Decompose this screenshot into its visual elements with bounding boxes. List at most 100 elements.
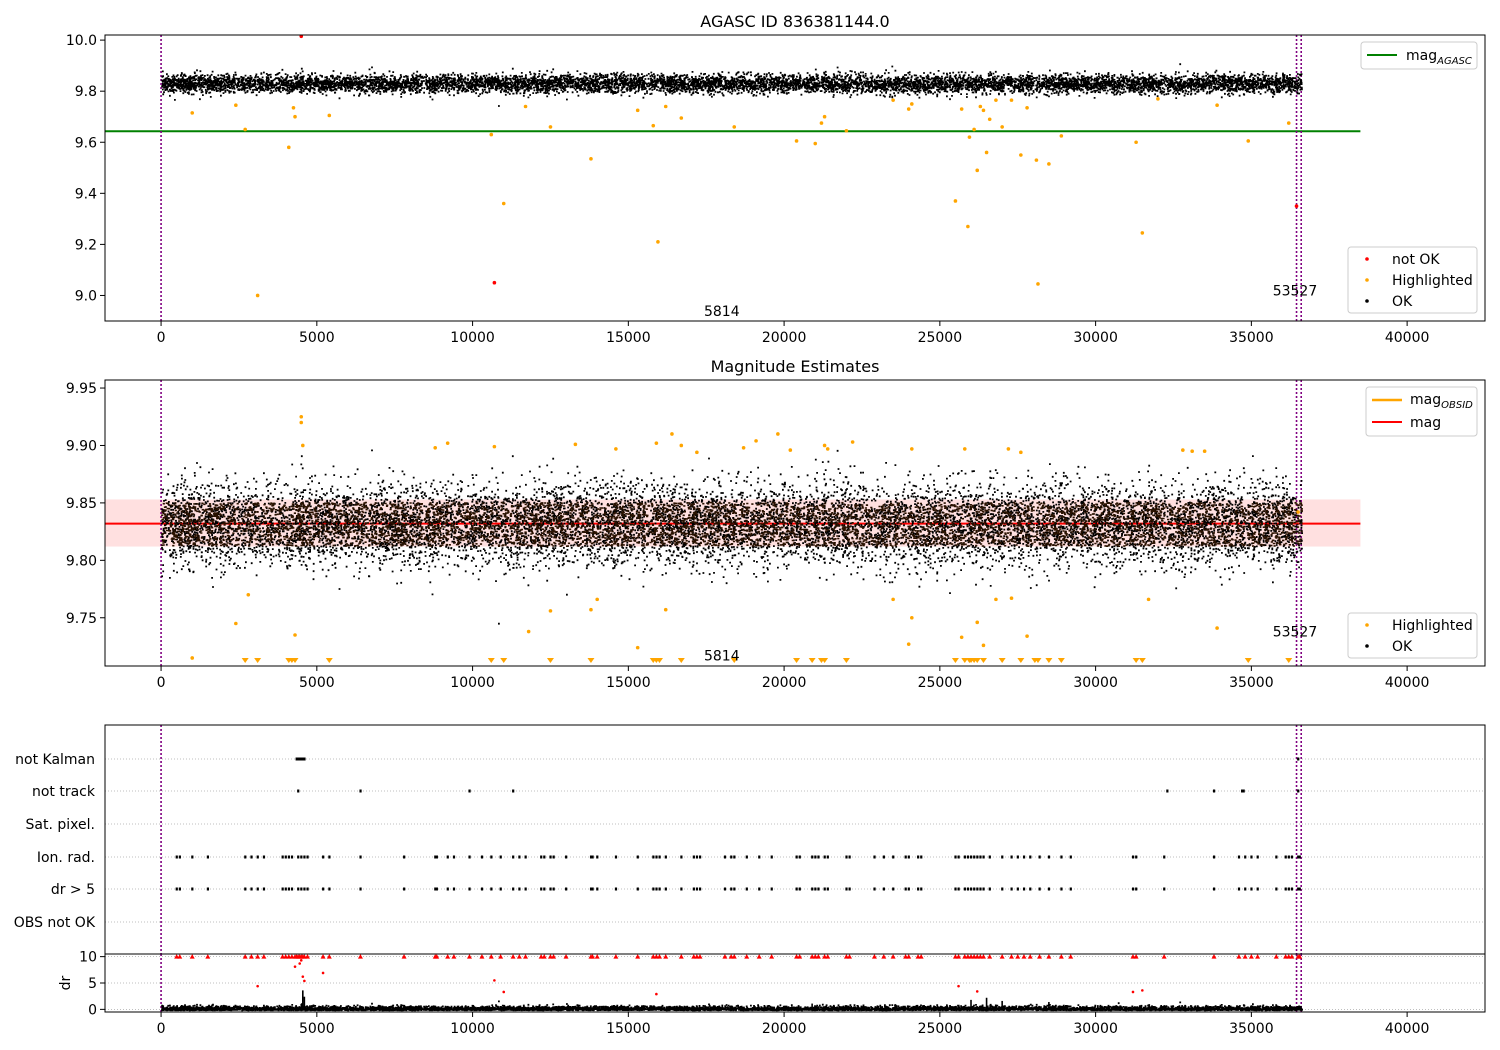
annotation-right-id: 53527 [1273, 625, 1318, 641]
y-tick-label-0: 0 [88, 1002, 97, 1018]
flag-point-4-61 [826, 887, 829, 891]
legend-bottom: Highlighted OK [1347, 612, 1478, 659]
flag-point-3-26 [490, 855, 493, 859]
highlighted-point-14 [651, 123, 656, 128]
flag-point-4-46 [692, 887, 695, 891]
out-of-range-marker-32 [1057, 658, 1065, 663]
x-tick-label-35000: 35000 [1229, 1021, 1274, 1037]
flag-point-4-26 [490, 887, 493, 891]
flag-point-1-6 [1241, 789, 1244, 793]
flag-point-1-0 [297, 789, 300, 793]
flag-point-4-15 [306, 887, 309, 891]
flag-point-3-57 [811, 855, 814, 859]
flag-point-3-92 [1163, 855, 1166, 859]
flag-point-4-75 [970, 887, 973, 891]
highlighted-point-19 [794, 139, 799, 143]
flag-point-4-59 [817, 887, 820, 891]
highlighted-point-13 [589, 607, 593, 612]
flag-point-3-12 [297, 855, 300, 859]
legend-label-ok: OK [1392, 639, 1413, 655]
flag-label-obs-not-ok: OBS not OK [14, 915, 96, 931]
axis-ticks: 0 5000 10000 15000 20000 25000 30000 35000 40000… [66, 33, 1430, 346]
axis-ticks: 0 5000 10000 15000 20000 25000 30000 35000 40000… [79, 950, 1429, 1037]
flag-point-4-100 [1287, 887, 1290, 891]
flag-point-4-80 [988, 887, 991, 891]
dr-capped-marker-38 [551, 954, 557, 959]
out-of-range-marker-30 [1034, 658, 1042, 663]
axes-frame [104, 379, 1486, 667]
flag-point-4-5 [250, 887, 253, 891]
flag-point-4-38 [596, 887, 599, 891]
flag-point-4-13 [300, 887, 303, 891]
flag-point-4-67 [904, 887, 907, 891]
x-tick-label-0: 0 [157, 675, 166, 691]
dr-gridlines [105, 956, 1485, 1010]
flag-point-4-16 [322, 887, 325, 891]
x-tick-label-0: 0 [157, 1021, 166, 1037]
flag-point-3-76 [973, 855, 976, 859]
dr-capped-marker-60 [797, 954, 803, 959]
highlighted-point-38 [1006, 447, 1011, 451]
highlighted-point-27 [825, 447, 830, 451]
flag-point-4-48 [698, 887, 702, 891]
highlighted-point-42 [1181, 448, 1185, 452]
highlighted-point-8 [445, 441, 450, 445]
flag-point-3-22 [446, 855, 449, 859]
highlighted-point-16 [635, 645, 640, 650]
y-tick-label-9.95: 9.95 [66, 381, 97, 397]
flag-point-4-86 [1038, 887, 1041, 891]
dr-capped-marker-48 [663, 954, 669, 959]
flag-point-3-60 [823, 855, 826, 859]
highlighted-point-20 [679, 443, 684, 448]
flag-point-4-54 [770, 887, 773, 891]
flag-point-3-63 [848, 855, 851, 859]
x-tick-label-40000: 40000 [1385, 330, 1430, 346]
axis-ticks: 0 5000 10000 15000 20000 25000 30000 35000 40000… [66, 381, 1430, 691]
dr-capped-marker-87 [1015, 954, 1021, 959]
x-tick-label-5000: 5000 [299, 675, 335, 691]
flag-point-3-101 [1290, 855, 1294, 859]
flag-point-4-45 [680, 887, 683, 891]
legend-label-mag: mag [1410, 415, 1441, 431]
flag-label-dr-gt-5: dr > 5 [51, 882, 95, 898]
dr-capped-marker-27 [451, 954, 457, 959]
y-tick-label-9.6: 9.6 [75, 135, 97, 151]
highlighted-point-41 [1025, 634, 1029, 638]
y-axis-label: dr [58, 975, 74, 990]
dr-capped-marker-55 [731, 954, 737, 959]
flag-label-sat-pixel: Sat. pixel. [26, 817, 95, 833]
flag-point-3-31 [540, 855, 543, 859]
flag-point-3-73 [963, 855, 966, 859]
flag-point-3-42 [655, 855, 658, 859]
legend-box [1360, 41, 1478, 70]
dr-capped-marker-69 [881, 954, 887, 959]
dr-capped-marker-22 [357, 954, 363, 959]
annotation-left-id: 5814 [704, 649, 740, 665]
dr-red-point-0 [256, 984, 259, 988]
flag-point-3-55 [795, 855, 798, 859]
x-tick-label-25000: 25000 [918, 330, 963, 346]
flag-point-3-100 [1287, 855, 1290, 859]
flag-point-3-51 [733, 855, 736, 859]
flag-point-4-24 [468, 887, 471, 891]
annotation-left-id: 5814 [704, 304, 740, 320]
x-tick-label-20000: 20000 [762, 1021, 807, 1037]
flag-point-4-57 [811, 887, 814, 891]
flag-point-4-47 [695, 887, 699, 891]
flag-point-3-74 [966, 855, 970, 859]
flag-point-3-65 [882, 855, 885, 859]
dr-points [161, 954, 1304, 1012]
dr-capped-marker-26 [445, 954, 451, 959]
highlighted-point-43 [1036, 282, 1040, 286]
flag-point-3-2 [191, 855, 194, 859]
y-tick-label-9.9: 9.90 [66, 438, 97, 454]
dr-capped-marker-5 [248, 954, 254, 959]
highlighted-point-20 [813, 141, 818, 146]
highlighted-point-3 [293, 633, 297, 637]
flag-point-4-95 [1244, 887, 1247, 891]
out-of-range-marker-0 [241, 658, 249, 663]
flag-point-4-28 [512, 887, 515, 891]
legend-swatch-highlighted [1365, 278, 1369, 282]
out-of-range-marker-1 [254, 658, 262, 663]
panel-agasc: AGASC ID 836381144.0 5814 53527 0 5000 100… [66, 12, 1486, 346]
